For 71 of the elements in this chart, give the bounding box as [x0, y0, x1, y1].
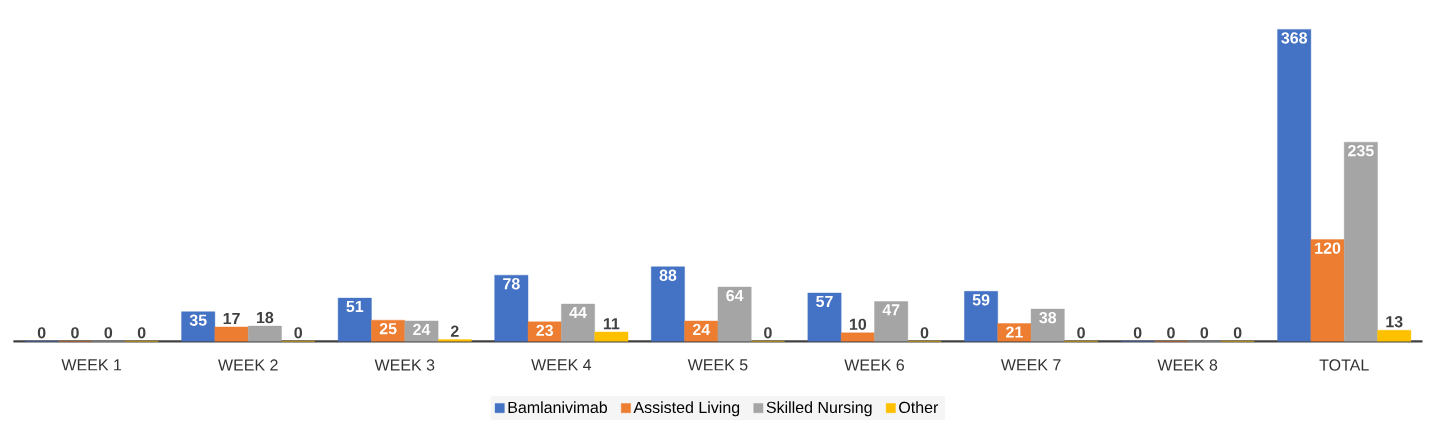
data-label: 17: [223, 312, 240, 324]
legend-label: Bamlanivimab: [508, 401, 608, 413]
legend-label: Assisted Living: [633, 401, 740, 417]
data-label: 88: [659, 269, 677, 281]
data-label: 47: [882, 304, 900, 316]
data-label: 2: [450, 325, 459, 337]
bar: [181, 311, 216, 342]
data-label: 78: [503, 277, 520, 290]
bar: [717, 286, 752, 342]
data-label: 24: [692, 323, 711, 335]
data-label: 44: [569, 306, 587, 318]
data-label: 51: [346, 300, 364, 312]
bar: [248, 325, 282, 342]
bar: [594, 331, 629, 342]
x-tick-label: WEEK 3: [374, 359, 435, 371]
data-label: 57: [816, 295, 833, 307]
data-label: 38: [1039, 311, 1057, 324]
bar: [1030, 308, 1065, 342]
bar: [561, 303, 595, 342]
bar: [1310, 239, 1345, 342]
legend-label: Other: [899, 401, 939, 413]
bar: [840, 332, 875, 342]
data-label: 10: [849, 318, 867, 330]
bar: [337, 297, 372, 342]
bar: [964, 290, 998, 342]
data-label: 35: [189, 314, 207, 326]
data-label: 120: [1315, 242, 1341, 254]
data-label: 64: [726, 289, 744, 302]
data-label: 13: [1386, 315, 1403, 328]
bar: [371, 319, 405, 342]
x-tick-label: WEEK 8: [1157, 359, 1218, 371]
x-tick-label: WEEK 4: [531, 359, 592, 371]
data-label: 0: [1233, 326, 1242, 339]
x-tick-label: WEEK 5: [687, 359, 748, 371]
x-tick-label: WEEK 7: [1000, 359, 1061, 371]
data-label: 0: [104, 326, 113, 339]
bar: [1277, 29, 1312, 342]
bar: [874, 301, 909, 342]
data-label: 235: [1348, 144, 1374, 157]
data-label: 0: [920, 326, 929, 339]
data-label: 18: [256, 311, 274, 324]
data-label: 0: [1133, 326, 1142, 339]
data-label: 0: [1077, 326, 1085, 339]
x-tick-label: WEEK 2: [218, 359, 278, 371]
bar: [527, 321, 562, 342]
x-tick-label: WEEK 1: [61, 359, 122, 371]
data-label: 11: [603, 317, 620, 329]
data-label: 368: [1281, 32, 1308, 44]
data-label: 24: [413, 323, 431, 335]
data-label: 0: [764, 326, 772, 339]
data-label: 0: [294, 326, 302, 339]
bar: [494, 274, 529, 342]
legend-label: Skilled Nursing: [766, 401, 872, 417]
bar: [651, 266, 685, 342]
data-label: 0: [37, 326, 46, 339]
bar: [404, 320, 439, 342]
bar: [1344, 141, 1378, 342]
data-label: 21: [1006, 326, 1023, 338]
data-label: 0: [137, 326, 146, 339]
bar: [684, 320, 719, 342]
data-label: 25: [379, 322, 397, 335]
data-label: 59: [972, 294, 990, 306]
data-label: 0: [1200, 326, 1209, 339]
x-tick-label: WEEK 6: [844, 359, 905, 371]
bar: [1377, 329, 1412, 342]
data-label: 0: [71, 326, 79, 339]
bar: [214, 326, 249, 342]
bar: [807, 292, 842, 342]
x-tick-label: TOTAL: [1319, 359, 1369, 371]
data-label: 23: [536, 324, 554, 336]
data-label: 0: [1167, 326, 1175, 339]
